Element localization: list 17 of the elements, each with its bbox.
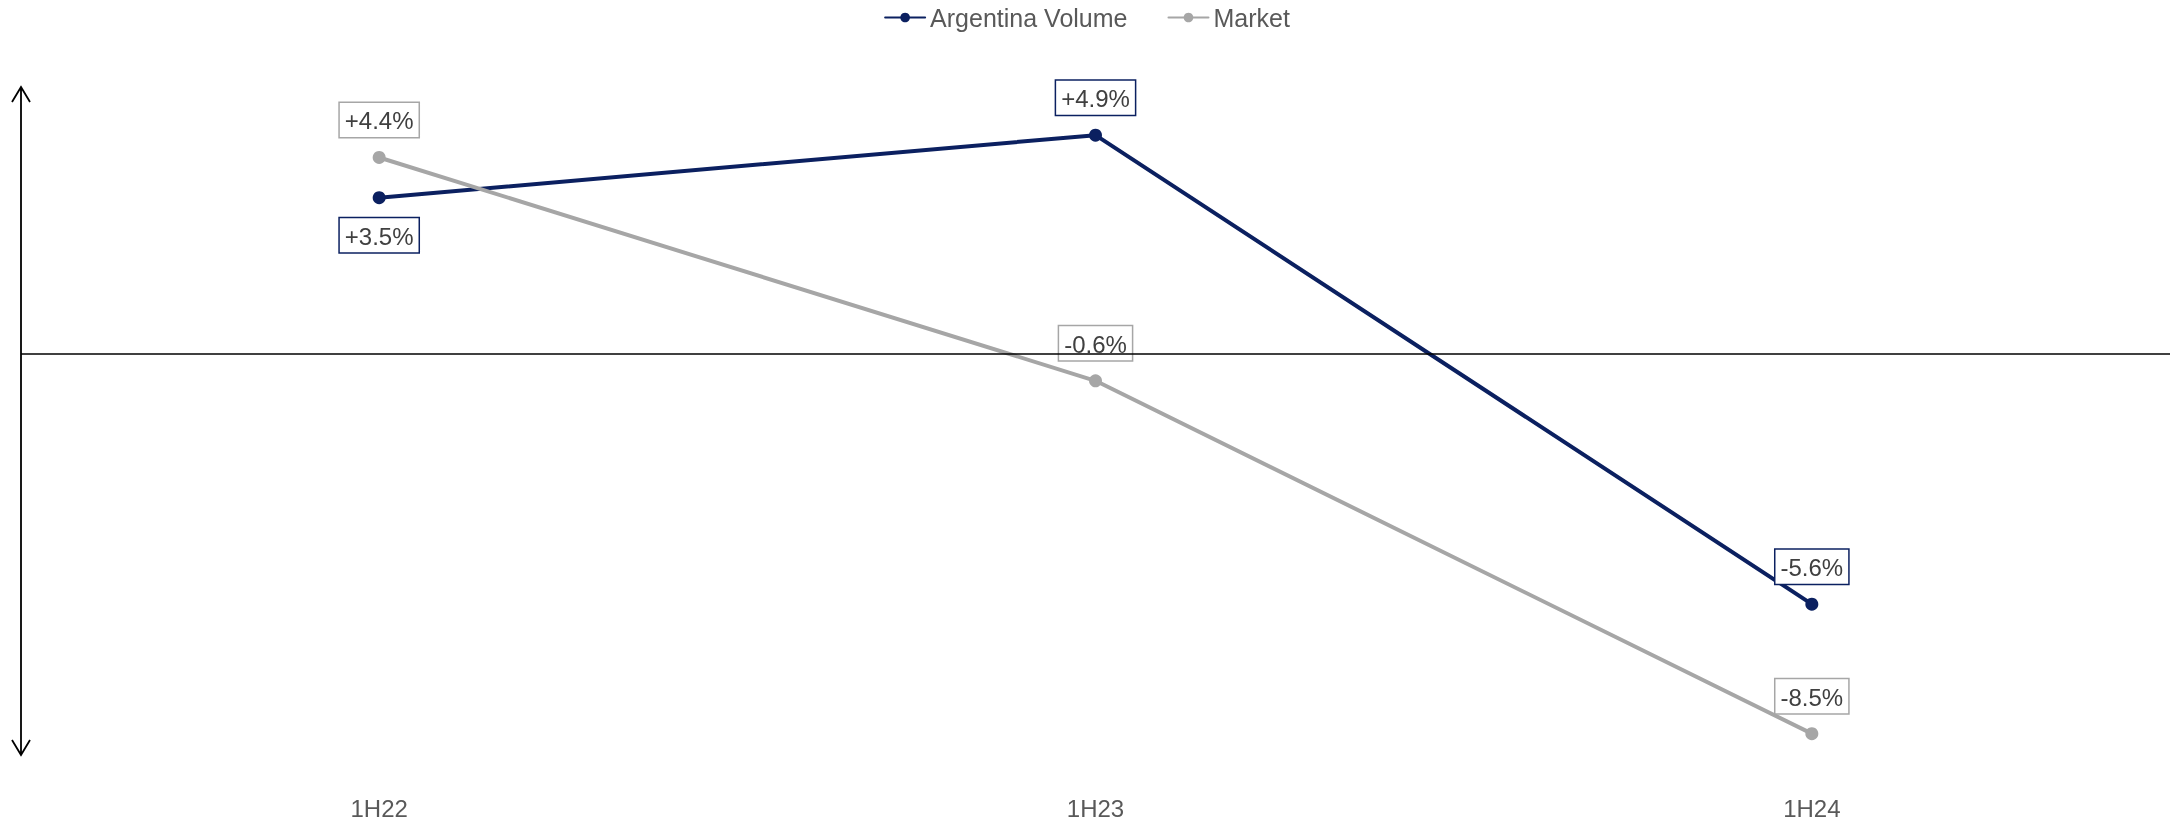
data-label: -0.6% [1064, 330, 1127, 358]
data-label: +4.4% [344, 107, 414, 135]
data-label: +3.5% [344, 222, 414, 250]
legend-label: Argentina Volume [930, 3, 1128, 32]
point [1089, 128, 1102, 142]
data-label: -5.6% [1780, 554, 1844, 582]
point [1805, 727, 1819, 741]
point [372, 191, 386, 205]
point [1089, 374, 1102, 388]
data-label: +4.9% [1061, 85, 1130, 113]
x-tick-label: 1H23 [1066, 794, 1125, 820]
x-tick-label: 1H22 [350, 794, 408, 820]
data-label: -8.5% [1780, 683, 1844, 711]
point [372, 150, 386, 164]
legend-label: Market [1213, 3, 1290, 32]
point [1805, 597, 1819, 611]
x-tick-label: 1H24 [1783, 794, 1841, 820]
